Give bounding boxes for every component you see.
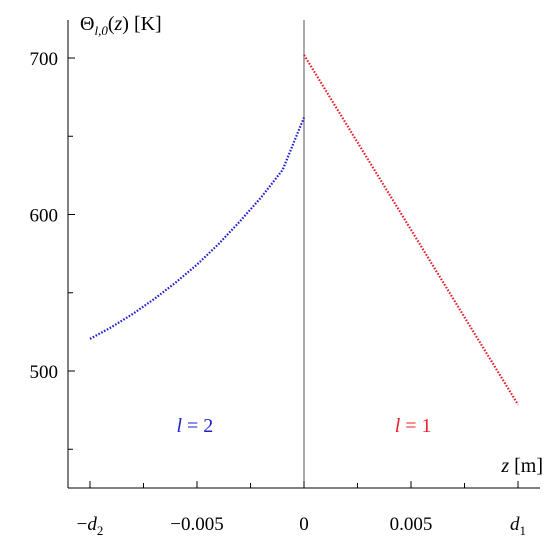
x-axis-title: z [m] (500, 455, 543, 477)
x-tick-label: 0.005 (390, 514, 433, 535)
x-tick-label: −0.005 (170, 514, 223, 535)
series-line-1 (89, 117, 306, 340)
series-label-2: l = 1 (395, 415, 432, 437)
x-tick-label: −d2 (77, 514, 104, 538)
labels: 500 600 700 −d2 −0.005 0 0.005 d1 Θl,0(z) [K] z [… (30, 13, 544, 538)
x-tick-label: 0 (299, 514, 309, 535)
axes (67, 20, 540, 489)
y-tick-label: 700 (30, 49, 59, 70)
ticks (68, 57, 519, 488)
series-label-1: l = 2 (176, 415, 213, 437)
series-line-2 (303, 54, 519, 406)
y-tick-label: 600 (30, 206, 59, 227)
x-tick-label: d1 (510, 514, 526, 538)
series-layer (89, 54, 519, 406)
y-axis-title: Θl,0(z) [K] (80, 13, 162, 38)
y-tick-label: 500 (30, 362, 59, 383)
